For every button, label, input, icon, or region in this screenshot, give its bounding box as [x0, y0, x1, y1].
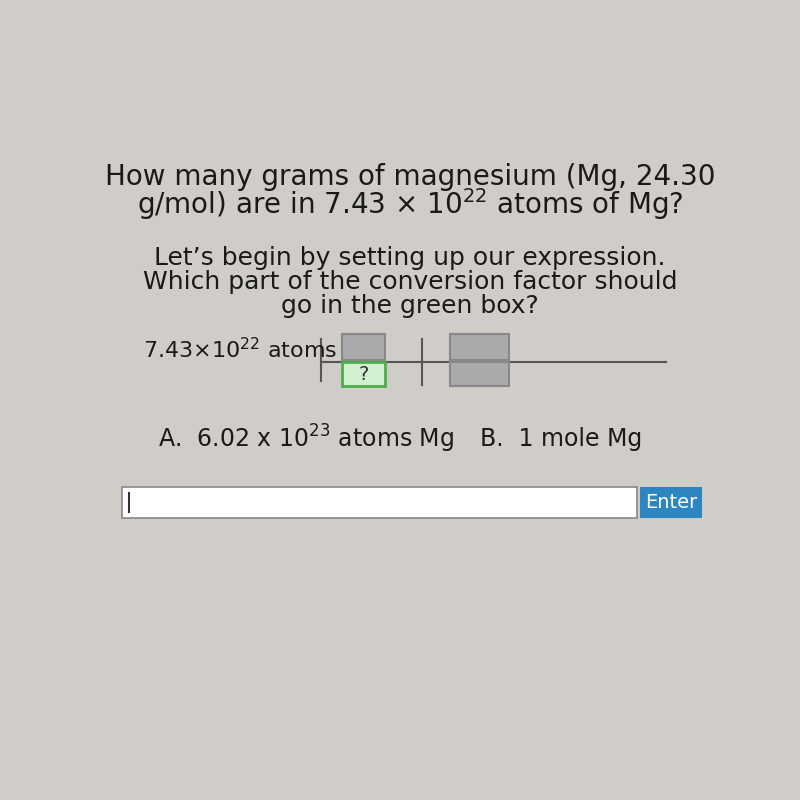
Text: 7.43$\times$10$^{22}$ atoms Mg: 7.43$\times$10$^{22}$ atoms Mg	[142, 336, 377, 366]
Text: How many grams of magnesium (Mg, 24.30: How many grams of magnesium (Mg, 24.30	[105, 163, 715, 191]
Bar	[122, 487, 637, 518]
Text: go in the green box?: go in the green box?	[281, 294, 539, 318]
Text: Enter: Enter	[645, 493, 698, 512]
Text: B.  1 mole Mg: B. 1 mole Mg	[480, 426, 642, 450]
Text: ?: ?	[358, 366, 369, 384]
Text: Which part of the conversion factor should: Which part of the conversion factor shou…	[142, 270, 678, 294]
Text: A.  6.02 x 10$^{23}$ atoms Mg: A. 6.02 x 10$^{23}$ atoms Mg	[158, 422, 454, 454]
Bar	[342, 334, 386, 360]
Bar	[342, 362, 386, 386]
Bar	[640, 487, 702, 518]
Bar	[450, 334, 509, 360]
Text: g/mol) are in 7.43 $\times$ 10$^{22}$ atoms of Mg?: g/mol) are in 7.43 $\times$ 10$^{22}$ at…	[137, 186, 683, 222]
Bar	[450, 362, 509, 386]
Text: Let’s begin by setting up our expression.: Let’s begin by setting up our expression…	[154, 246, 666, 270]
